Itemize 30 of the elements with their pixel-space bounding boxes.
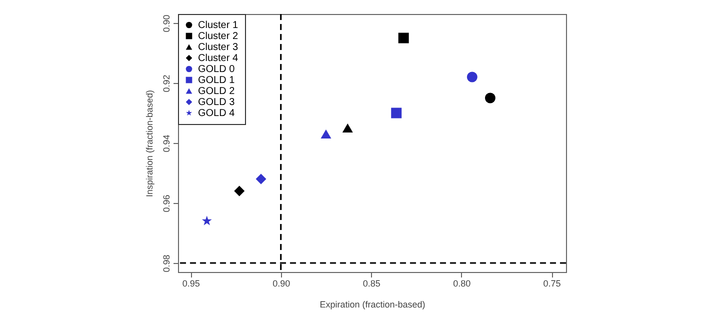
point	[342, 123, 353, 133]
point	[256, 174, 266, 184]
point	[398, 32, 409, 44]
y-tick-label: 0.92	[162, 74, 172, 92]
legend-label: Cluster 1	[198, 20, 238, 31]
legend-label: GOLD 3	[198, 97, 236, 108]
x-tick-label: 0.90	[272, 278, 290, 288]
point	[320, 129, 332, 139]
point	[484, 92, 496, 104]
legend-label: Cluster 2	[198, 31, 238, 42]
point	[234, 186, 245, 196]
point	[391, 108, 402, 118]
y-tick-label: 0.98	[162, 254, 172, 272]
x-tick-label: 0.85	[362, 278, 380, 288]
legend-label: Cluster 3	[198, 42, 238, 53]
point	[202, 216, 212, 226]
legend-label: Cluster 4	[198, 53, 238, 64]
x-axis-title: Expiration (fraction-based)	[320, 300, 426, 310]
y-tick-label: 0.90	[162, 14, 172, 32]
x-tick-label: 0.75	[543, 278, 561, 288]
y-tick-label: 0.94	[162, 134, 172, 152]
legend-label: GOLD 2	[198, 86, 236, 97]
legend-label: GOLD 0	[198, 64, 236, 75]
point	[466, 72, 478, 82]
x-tick-label: 0.95	[182, 278, 200, 288]
x-tick-label: 0.80	[453, 278, 471, 288]
y-tick-label: 0.96	[162, 194, 172, 212]
y-axis-title: Inspiration (fraction-based)	[144, 90, 154, 198]
legend-label: GOLD 1	[198, 75, 236, 86]
legend-label: GOLD 4	[198, 108, 236, 119]
